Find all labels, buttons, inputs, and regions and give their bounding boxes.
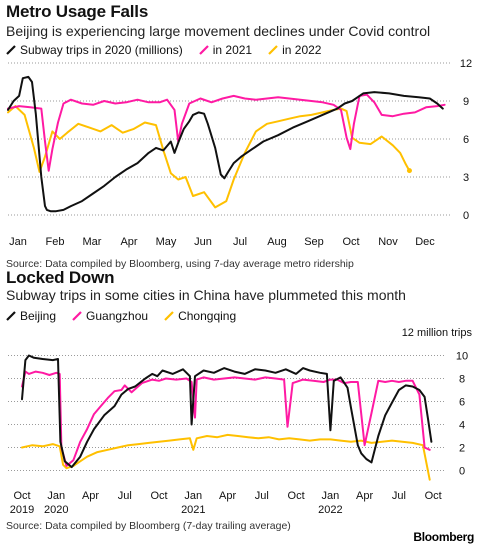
chart1-legend-label-2020: Subway trips in 2020 (millions) <box>20 43 183 57</box>
chart2-source: Source: Data compiled by Bloomberg (7-da… <box>6 520 291 532</box>
chart1-y-tick-label: 3 <box>463 172 469 184</box>
chart2-x-tick-label: Jul <box>255 490 269 502</box>
chart2-x-tick-label: Oct <box>425 490 442 502</box>
chart2-x-tick-label: Jul <box>392 490 406 502</box>
chart2-subtitle: Subway trips in some cities in China hav… <box>6 287 406 303</box>
chart1-legend-item-2021: in 2021 <box>198 43 253 57</box>
chart1-series-line-2 <box>7 105 411 209</box>
chart2-legend-label-guangzhou: Guangzhou <box>86 309 149 323</box>
chart2-series-line-1 <box>21 370 431 467</box>
chart2-plot: 12 million trips 0 2 4 6 8 10 Oct 2019 Jan 2020 Apr… <box>8 327 473 516</box>
chart1-x-tick-label: Jan <box>9 236 27 248</box>
chart1-legend-label-2021: in 2021 <box>212 43 253 57</box>
legend-swatch-black <box>6 45 16 55</box>
chart1-subtitle: Beijing is experiencing large movement d… <box>6 23 431 39</box>
chart1-source: Source: Data compiled by Bloomberg, usin… <box>6 258 354 270</box>
chart2-x-tick-year-label: 2019 <box>10 504 34 516</box>
chart2-legend-item-chongqing: Chongqing <box>164 309 236 323</box>
chart1-x-tick-label: Dec <box>415 236 435 248</box>
chart2-x-tick-label: Jan <box>184 490 202 502</box>
chart1-legend: Subway trips in 2020 (millions) in 2021 … <box>6 43 331 57</box>
chart1-series-line-1 <box>7 93 446 172</box>
chart1-x-tick-label: Nov <box>378 236 398 248</box>
chart1-y-tick-label: 9 <box>463 96 469 108</box>
chart1-x-tick-label: Aug <box>267 236 287 248</box>
chart2-legend-label-beijing: Beijing <box>20 309 57 323</box>
chart2-x-tick-label: Apr <box>219 490 236 502</box>
chart1-x-tick-label: Jun <box>194 236 212 248</box>
chart2-legend-label-chongqing: Chongqing <box>178 309 237 323</box>
chart1-series-line-0 <box>7 75 444 213</box>
chart2-y-tick-label: 4 <box>459 420 465 432</box>
chart2-legend-item-guangzhou: Guangzhou <box>72 309 148 323</box>
chart1-y-tick-label: 0 <box>463 210 469 222</box>
chart1-legend-label-2022: in 2022 <box>282 43 322 57</box>
chart1-x-tick-label: Oct <box>342 236 359 248</box>
chart2-x-tick-label: Jan <box>321 490 339 502</box>
chart2-x-tick-label: Jan <box>47 490 65 502</box>
chart2-x-tick-label: Oct <box>150 490 167 502</box>
chart2-title: Locked Down <box>6 268 115 287</box>
chart2-x-tick-label: Oct <box>288 490 305 502</box>
legend-swatch-pink <box>72 311 82 321</box>
legend-swatch-pink <box>198 45 209 55</box>
chart2-y-tick-label: 10 <box>456 351 468 363</box>
chart1-x-tick-label: Feb <box>46 236 65 248</box>
chart1-x-tick-label: Mar <box>83 236 102 248</box>
chart2-legend: Beijing Guangzhou Chongqing <box>6 309 246 323</box>
chart2-x-tick-year-label: 2022 <box>318 504 342 516</box>
chart2-x-tick-label: Jul <box>118 490 132 502</box>
chart1-y-tick-label: 6 <box>463 134 469 146</box>
chart1-plot: 0 3 6 9 12 Jan Feb Mar Apr May Jun Jul Aug Sep Oct Nov D… <box>7 58 472 248</box>
chart2-y-tick-label: 8 <box>459 374 465 386</box>
chart2-legend-item-beijing: Beijing <box>6 309 56 323</box>
chart2-x-tick-label: Apr <box>356 490 373 502</box>
legend-swatch-yellow <box>164 311 174 321</box>
chart1-series-end-point <box>406 168 412 174</box>
chart1-title: Metro Usage Falls <box>6 2 149 21</box>
chart1-y-tick-label: 12 <box>460 58 472 70</box>
chart2-y-tick-label: 2 <box>459 443 465 455</box>
chart2-x-tick-label: Oct <box>13 490 30 502</box>
chart2-y-tick-label: 6 <box>459 397 465 409</box>
chart1-x-tick-label: Sep <box>304 236 324 248</box>
chart1-x-tick-label: Jul <box>233 236 247 248</box>
chart1-legend-item-2020: Subway trips in 2020 (millions) <box>6 43 183 57</box>
legend-swatch-black <box>6 311 16 321</box>
chart2-series-line-0 <box>21 354 433 469</box>
chart2-x-tick-year-label: 2021 <box>181 504 205 516</box>
chart1-legend-item-2022: in 2022 <box>268 43 321 57</box>
bloomberg-logo: Bloomberg <box>413 530 474 544</box>
chart2-series-line-2 <box>21 433 431 481</box>
chart2-y-tick-label: 0 <box>459 466 465 478</box>
chart1-x-tick-label: Apr <box>120 236 137 248</box>
chart1-x-tick-label: May <box>156 236 177 248</box>
legend-swatch-yellow <box>268 45 278 55</box>
chart2-y-unit-label: 12 million trips <box>402 327 473 339</box>
chart2-x-tick-label: Apr <box>82 490 99 502</box>
chart2-x-tick-year-label: 2020 <box>44 504 68 516</box>
